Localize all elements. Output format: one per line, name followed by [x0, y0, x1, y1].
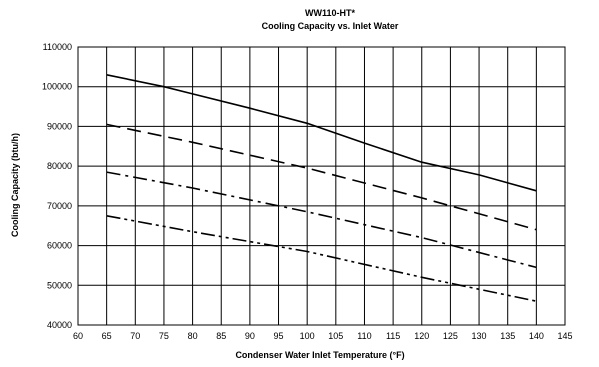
x-tick-label: 105: [328, 331, 343, 341]
series-lines: [106, 74, 537, 302]
chart-subtitle: Cooling Capacity vs. Inlet Water: [262, 21, 399, 31]
x-tick-label: 95: [274, 331, 284, 341]
chart-title: WW110-HT*: [305, 8, 356, 18]
y-tick-label: 110000: [43, 42, 72, 52]
x-tick-label: 65: [102, 331, 112, 341]
grid-lines: [77, 46, 566, 326]
x-tick-label: 130: [472, 331, 487, 341]
x-tick-label: 60: [73, 331, 83, 341]
y-tick-label: 90000: [47, 121, 72, 131]
x-tick-label: 85: [216, 331, 226, 341]
series-line-1: [106, 74, 537, 192]
x-tick-label: 135: [500, 331, 515, 341]
series-line-4: [106, 215, 537, 302]
x-tick-label: 80: [188, 331, 198, 341]
y-tick-label: 60000: [47, 241, 72, 251]
y-tick-label: 70000: [47, 201, 72, 211]
y-tick-label: 40000: [47, 320, 72, 330]
x-tick-label: 75: [159, 331, 169, 341]
x-tick-label: 110: [357, 331, 371, 341]
series-line-3: [106, 171, 537, 269]
y-tick-label: 80000: [47, 161, 72, 171]
x-tick-label: 140: [529, 331, 544, 341]
x-axis-tick-labels: 60 65 70 75 80 85 90 95 100 105 110 115 120 125 130 135…: [73, 331, 573, 341]
x-tick-label: 70: [130, 331, 140, 341]
series-line-2: [106, 123, 537, 231]
x-tick-label: 145: [557, 331, 572, 341]
y-tick-label: 50000: [47, 280, 72, 290]
x-tick-label: 100: [300, 331, 315, 341]
x-tick-label: 120: [414, 331, 429, 341]
y-axis-title: Cooling Capacity (btu/h): [10, 133, 20, 237]
x-axis-title: Condenser Water Inlet Temperature (°F): [235, 350, 404, 360]
x-tick-label: 115: [386, 331, 400, 341]
plot-area: [77, 46, 566, 326]
x-tick-label: 125: [443, 331, 458, 341]
x-tick-label: 90: [245, 331, 255, 341]
y-axis-tick-labels: 40000 50000 60000 70000 80000 90000 100000 1100…: [42, 42, 72, 330]
y-tick-label: 100000: [42, 82, 72, 92]
